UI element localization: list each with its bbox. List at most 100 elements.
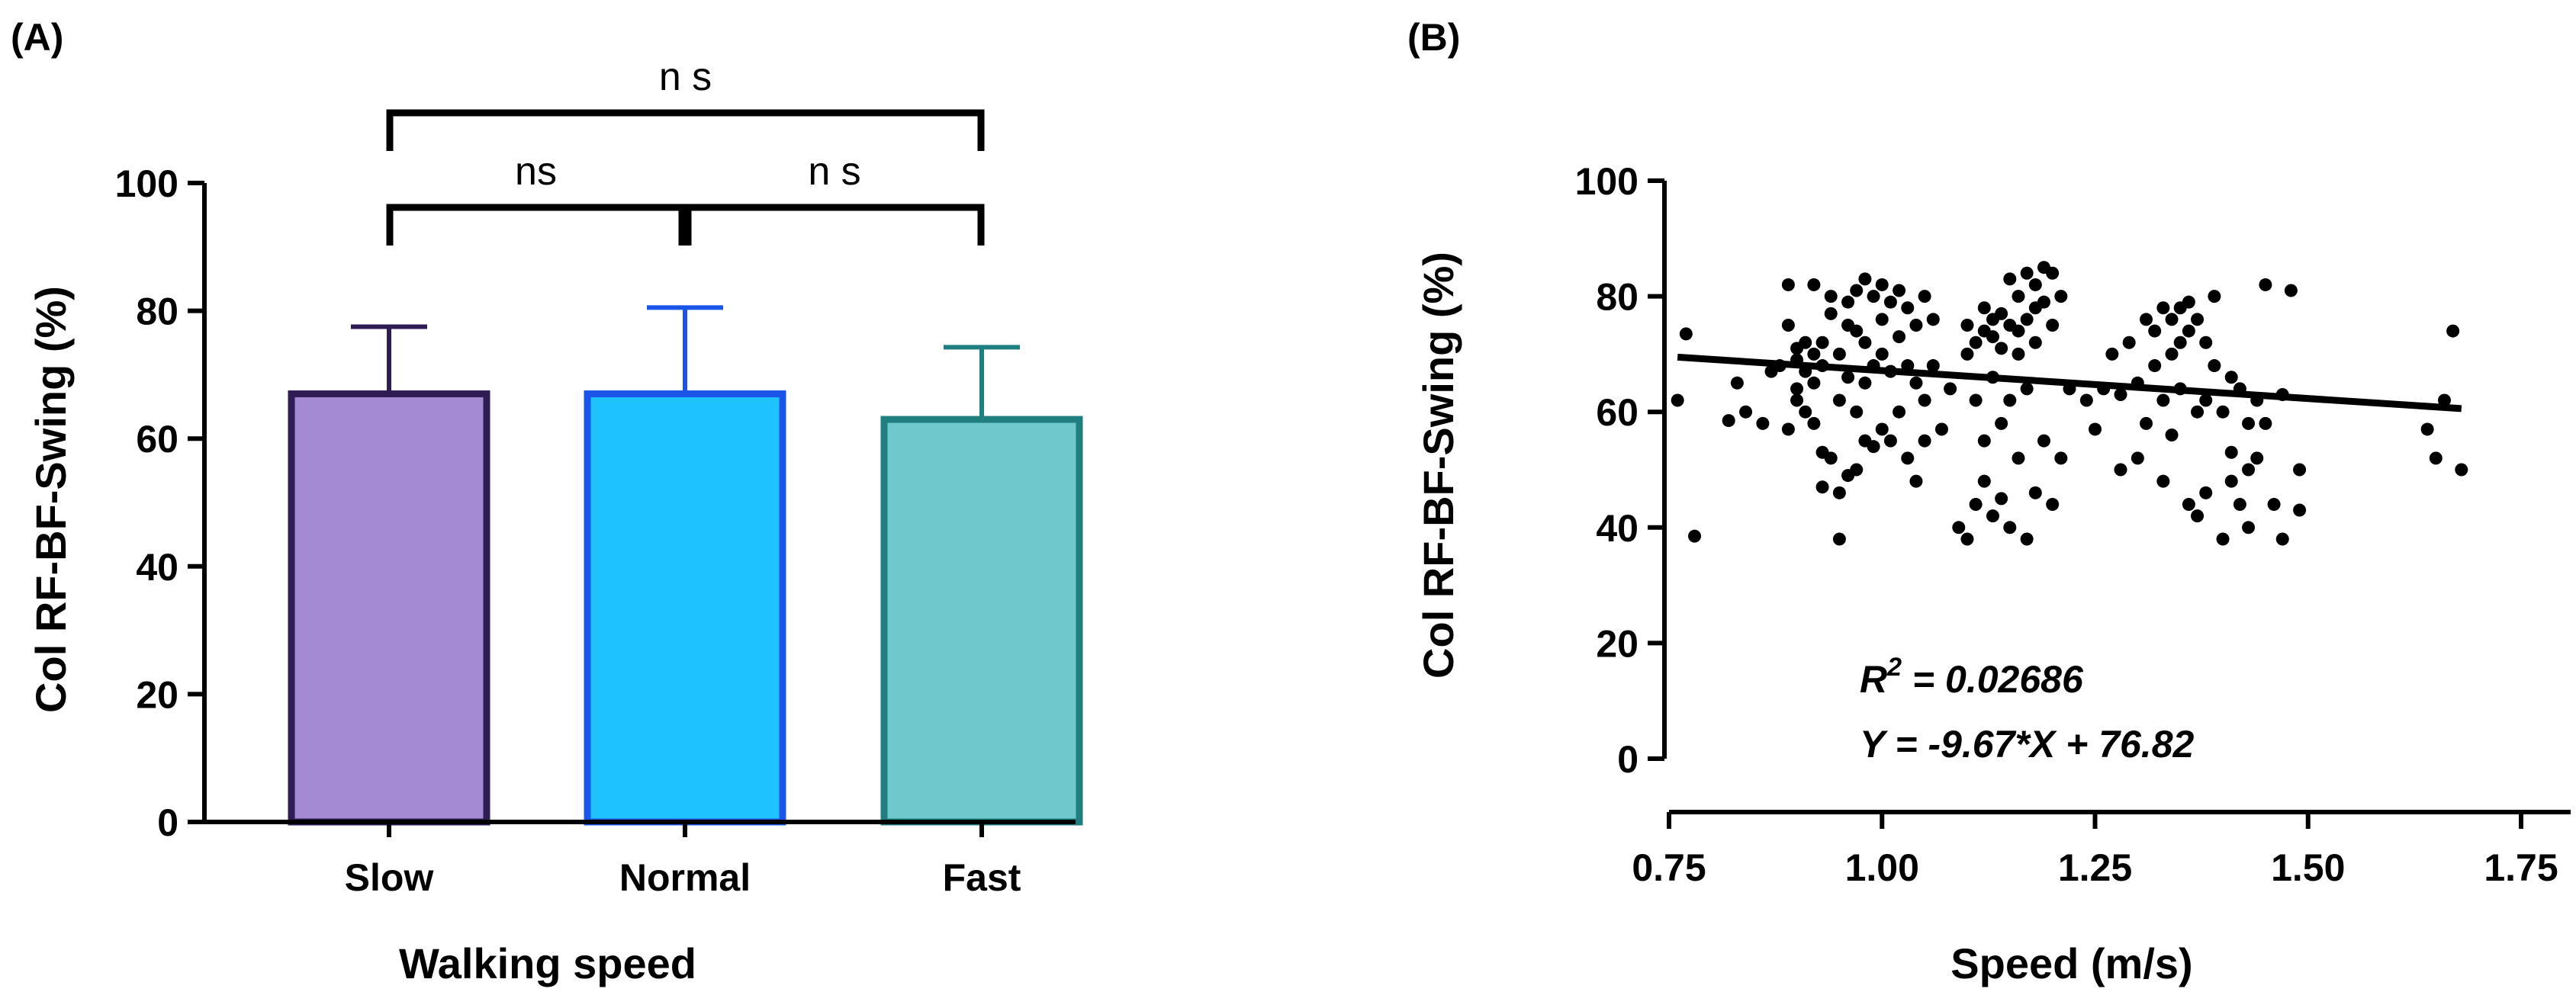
bars-group [288, 305, 1083, 826]
data-point [2079, 393, 2093, 407]
data-point [1781, 319, 1795, 332]
data-point [2191, 405, 2205, 419]
x-axis-title: Speed (m/s) [1950, 939, 2192, 987]
data-point [2156, 393, 2170, 407]
data-point [1875, 313, 1889, 326]
data-point [2242, 521, 2256, 535]
data-point [1909, 474, 1923, 488]
data-point [2105, 347, 2119, 361]
data-point [2208, 359, 2221, 373]
data-point [2199, 335, 2213, 349]
data-point [1790, 393, 1804, 407]
data-point [1986, 509, 1999, 523]
data-point [1841, 371, 1855, 384]
y-tick-label: 60 [136, 418, 178, 461]
panel-label-a: (A) [11, 16, 63, 59]
data-point [1909, 319, 1923, 332]
data-point [1679, 327, 1693, 341]
data-point [2182, 324, 2195, 338]
data-point [1893, 405, 1906, 419]
data-point [1934, 422, 1948, 436]
data-point [2224, 445, 2238, 459]
bar-normal [584, 390, 786, 826]
data-point [2140, 416, 2153, 430]
data-point [2012, 290, 2025, 303]
data-point [1977, 434, 1991, 448]
data-point [2140, 313, 2153, 326]
data-point [2003, 393, 2017, 407]
panel-label-b: (B) [1407, 16, 1460, 59]
data-point [2250, 451, 2264, 465]
data-point [2437, 393, 2451, 407]
data-point [2037, 295, 2050, 309]
y-tick-label: 60 [1596, 391, 1639, 434]
data-point [2216, 532, 2230, 546]
data-point [2165, 347, 2179, 361]
data-point [1901, 451, 1915, 465]
data-point [2446, 324, 2460, 338]
data-point [2259, 278, 2272, 291]
data-point [2037, 434, 2050, 448]
data-point [2046, 266, 2060, 280]
y-tick-label: 80 [136, 291, 178, 333]
data-point [2046, 319, 2060, 332]
data-point [2020, 313, 2034, 326]
data-point [2054, 451, 2068, 465]
data-point [1918, 393, 1931, 407]
data-point [1781, 278, 1795, 291]
x-tick-label: Normal [619, 856, 751, 899]
data-point [2028, 486, 2042, 499]
data-point [1977, 301, 1991, 315]
data-point [2216, 405, 2230, 419]
data-point [1995, 492, 2008, 506]
data-point [1722, 414, 1735, 428]
data-point [1815, 335, 1829, 349]
data-point [1807, 416, 1821, 430]
data-point [1850, 324, 1864, 338]
data-point [2028, 278, 2042, 291]
data-point [1995, 416, 2008, 430]
data-point [1944, 382, 1957, 396]
fit-line [1677, 353, 2462, 413]
data-point [2191, 509, 2205, 523]
data-point [2420, 422, 2434, 436]
data-point [1807, 278, 1821, 291]
data-point [2122, 335, 2136, 349]
data-point [1807, 347, 1821, 361]
data-point [2012, 451, 2025, 465]
data-point [2242, 416, 2256, 430]
data-point [2156, 301, 2170, 315]
data-point [1790, 382, 1804, 396]
data-point [1875, 422, 1889, 436]
data-point [1841, 295, 1855, 309]
data-point [1883, 434, 1897, 448]
regression-line [1677, 353, 2462, 413]
data-point [1832, 532, 1846, 546]
y-tick-label: 20 [1596, 622, 1639, 665]
data-point [1850, 405, 1864, 419]
data-point [1688, 529, 1702, 543]
data-point [1858, 272, 1872, 286]
data-point [2224, 474, 2238, 488]
bracket-label: n s [659, 55, 712, 99]
data-point [1756, 416, 1770, 430]
bracket-line [386, 204, 686, 246]
data-point [2267, 497, 2281, 511]
data-point [2199, 393, 2213, 407]
data-point [1824, 307, 1838, 320]
data-point [2293, 463, 2307, 477]
data-point [1824, 451, 1838, 465]
data-point [1824, 290, 1838, 303]
x-tick-label: 1.00 [1845, 846, 1919, 889]
data-point [2429, 451, 2443, 465]
axes-group: 0 20 40 60 80 100 0.75 1.00 1.25 1.50 1.75 [1575, 160, 2571, 889]
y-tick-label: 40 [136, 546, 178, 589]
data-point [1883, 295, 1897, 309]
data-point [2165, 313, 2179, 326]
data-point [2233, 497, 2246, 511]
scatter-chart-panel: (B) 0 20 40 60 80 100 0.75 1.00 1.25 1.50 1.75 R2 … [1407, 16, 2571, 987]
x-tick-label: Fast [943, 856, 1021, 899]
data-point [2046, 497, 2060, 511]
